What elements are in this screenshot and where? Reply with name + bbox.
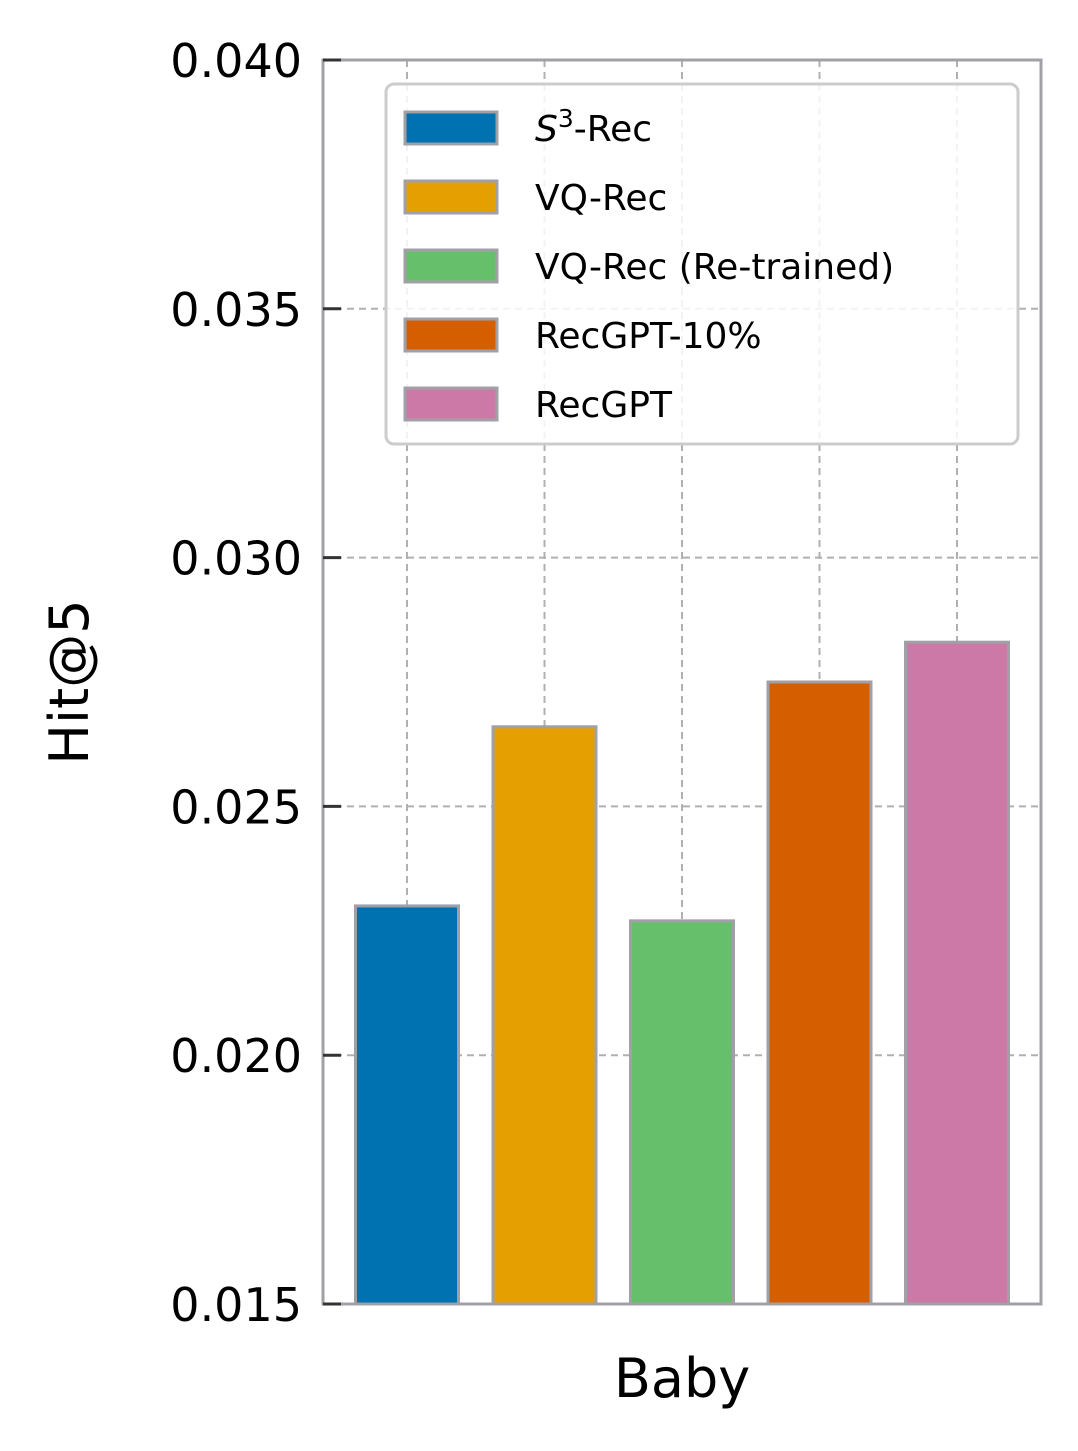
legend-label: RecGPT-10% <box>535 316 762 357</box>
bar-recgpt-10- <box>766 680 873 1306</box>
legend-label: RecGPT <box>535 385 673 426</box>
bar-recgpt <box>904 640 1010 1306</box>
legend-swatch <box>403 110 499 146</box>
legend-swatch <box>403 248 499 284</box>
y-tick-label: 0.020 <box>170 1029 302 1083</box>
legend-label: S3-Rec <box>535 104 652 150</box>
legend-swatch <box>403 179 499 215</box>
y-tick-label: 0.030 <box>170 532 302 586</box>
x-axis-label: Baby <box>614 1347 750 1410</box>
legend-swatch <box>403 386 499 422</box>
y-tick-label: 0.040 <box>170 34 302 88</box>
bar-vq-rec-re-trained- <box>629 919 735 1306</box>
y-tick-label: 0.025 <box>170 780 302 834</box>
bars <box>354 640 1010 1306</box>
y-tick-label: 0.035 <box>170 283 302 337</box>
legend-label: VQ-Rec (Re-trained) <box>535 247 894 288</box>
plot-frame <box>321 58 1043 1306</box>
legend-box <box>384 82 1020 446</box>
legend-swatch <box>403 317 499 353</box>
y-tick-label: 0.015 <box>170 1278 302 1332</box>
legend-label: VQ-Rec <box>535 178 667 219</box>
bar-vq-rec <box>491 725 598 1306</box>
bar-s3-rec <box>354 904 460 1306</box>
y-axis-label: Hit@5 <box>38 599 101 764</box>
y-axis: 0.015 0.020 0.025 0.030 0.035 0.040 <box>170 34 341 1332</box>
legend: S3-Rec VQ-Rec VQ-Rec (Re-trained) RecGPT-10… <box>384 82 1020 446</box>
